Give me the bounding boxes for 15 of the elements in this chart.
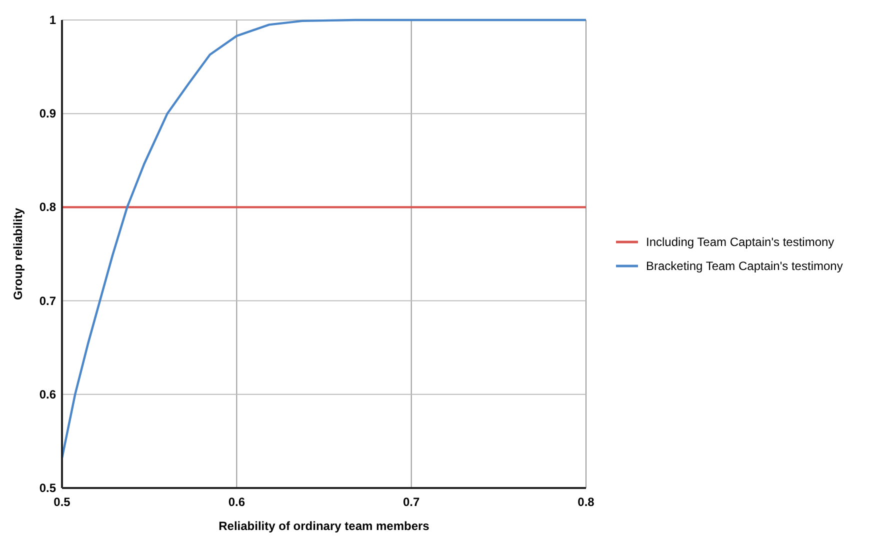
x-axis-title: Reliability of ordinary team members [218, 519, 430, 533]
line-series [60, 18, 588, 460]
y-axis-title: Group reliability [11, 208, 25, 300]
y-tick-label: 0.8 [39, 200, 56, 214]
legend-label: Bracketing Team Captain's testimony [646, 259, 843, 273]
y-tick-label: 1 [49, 13, 56, 27]
y-tick-label: 0.7 [39, 294, 56, 308]
y-tick-label: 0.6 [39, 387, 56, 402]
y-tick-label: 0.9 [39, 106, 56, 121]
x-tick-label: 0.6 [228, 495, 246, 509]
y-tick-label: 0.5 [39, 481, 56, 495]
x-tick-label: 0.5 [54, 495, 71, 509]
legend-label: Including Team Captain's testimony [646, 235, 834, 249]
x-tick-label: 0.8 [578, 495, 595, 509]
x-tick-label: 0.7 [402, 495, 420, 509]
